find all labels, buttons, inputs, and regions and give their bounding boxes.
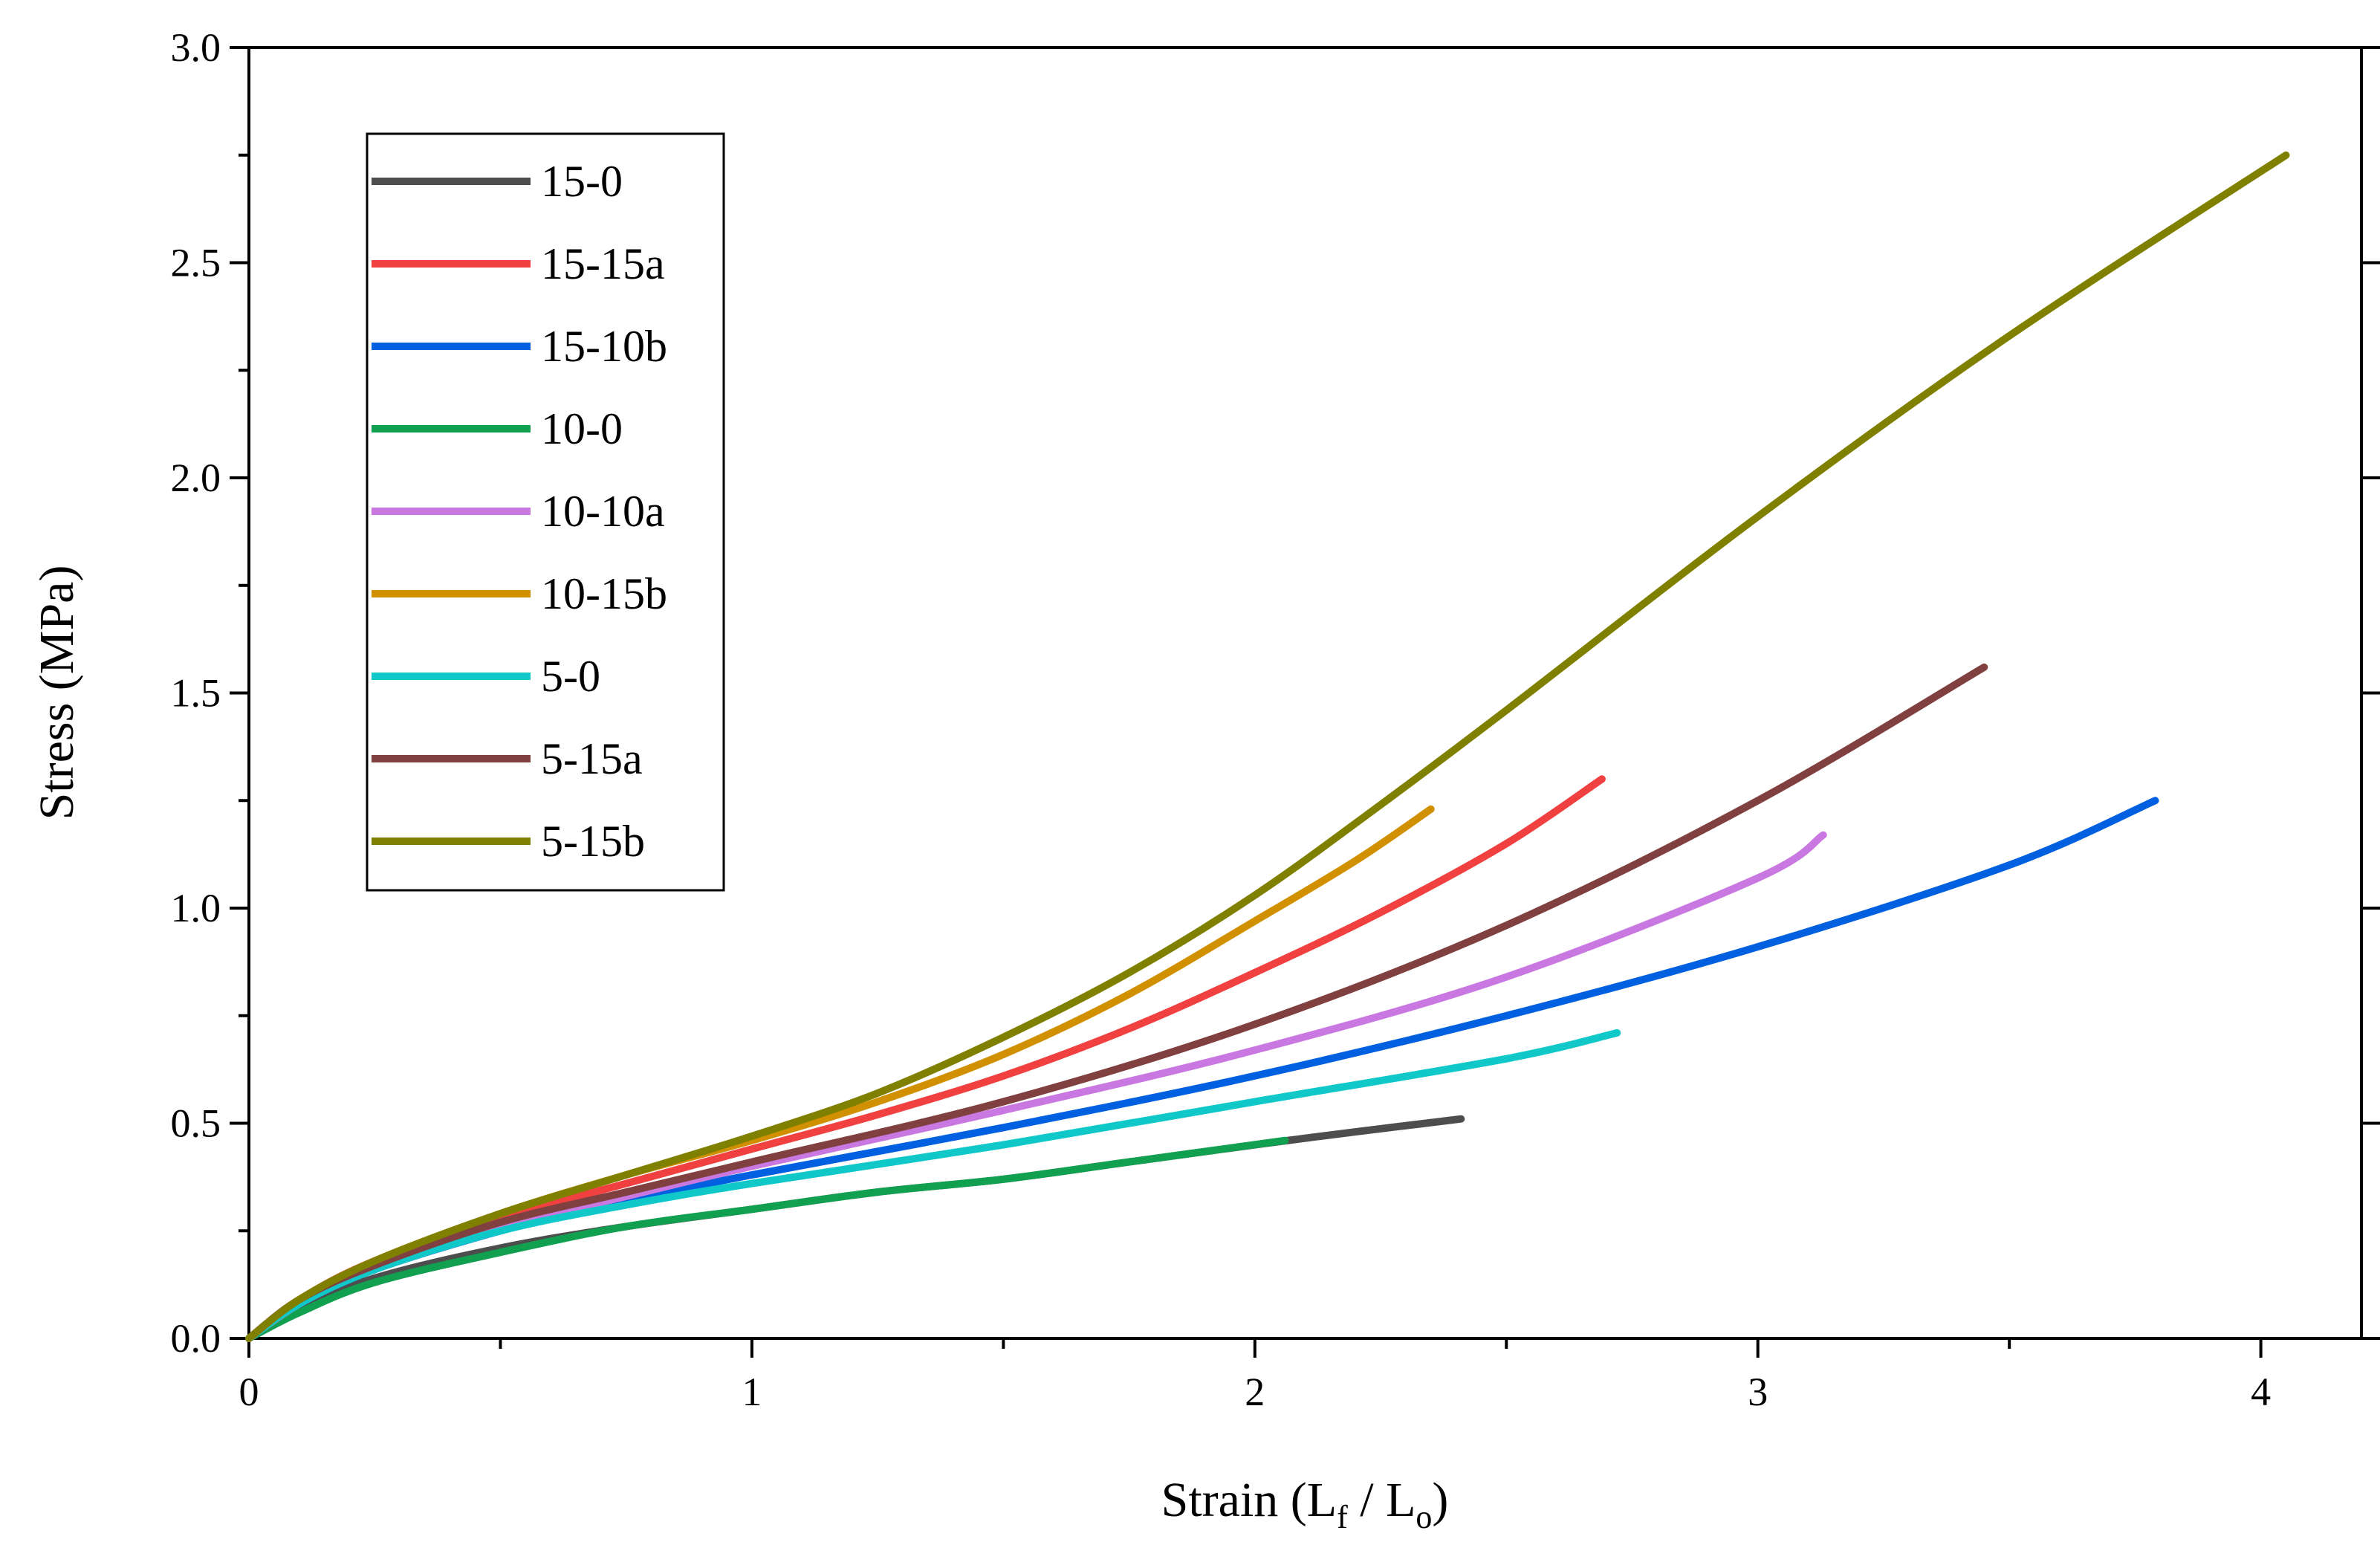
x-axis-label: Strain (Lf / Lo) — [1161, 1473, 1449, 1535]
legend-label: 10-10a — [541, 487, 665, 536]
series-line-5-15b — [245, 151, 2290, 1342]
legend-label: 5-15b — [541, 817, 645, 866]
series-line-5-0 — [245, 1028, 1621, 1342]
legend-item-10-10a: 10-10a — [372, 487, 665, 536]
legend-label: 15-15a — [541, 239, 665, 288]
legend-label: 15-0 — [541, 157, 623, 206]
series-line-10-0 — [245, 1136, 1289, 1342]
y-axis-label: Stress (MPa) — [30, 566, 84, 820]
legend-item-5-15b: 5-15b — [372, 817, 645, 866]
legend-item-15-10b: 15-10b — [372, 322, 667, 371]
x-tick-label: 3 — [1748, 1370, 1768, 1414]
legend-label: 10-0 — [541, 404, 623, 453]
legend-item-15-0: 15-0 — [372, 157, 623, 206]
legend-label: 5-15a — [541, 734, 643, 783]
legend-item-5-15a: 5-15a — [372, 734, 643, 783]
legend-label: 5-0 — [541, 652, 600, 701]
axis-ticks: 0 1 2 3 4 0.0 0.5 1.0 1.5 2.0 2.5 3.0 — [171, 25, 2380, 1414]
x-tick-label: 2 — [1245, 1370, 1265, 1414]
legend-item-10-0: 10-0 — [372, 404, 623, 453]
legend: 15-0 15-15a 15-10b 10-0 10-10a 10-15b 5-0 5-15a… — [366, 132, 725, 892]
y-tick-label: 1.0 — [171, 886, 221, 930]
legend-item-15-15a: 15-15a — [372, 239, 665, 288]
legend-item-5-0: 5-0 — [372, 652, 600, 701]
y-tick-label: 0.0 — [171, 1316, 221, 1361]
legend-label: 15-10b — [541, 322, 667, 371]
y-tick-label: 1.5 — [171, 671, 221, 716]
legend-label: 10-15b — [541, 569, 667, 618]
y-tick-label: 2.5 — [171, 241, 221, 285]
y-tick-label: 0.5 — [171, 1101, 221, 1146]
x-tick-label: 4 — [2251, 1370, 2271, 1414]
series-lines — [245, 151, 2290, 1342]
y-tick-label: 2.0 — [171, 456, 221, 500]
x-tick-label: 0 — [239, 1370, 259, 1414]
series-line-5-15a — [245, 663, 1988, 1342]
legend-item-10-15b: 10-15b — [372, 569, 667, 618]
x-tick-label: 1 — [742, 1370, 762, 1414]
y-tick-label: 3.0 — [171, 25, 221, 70]
